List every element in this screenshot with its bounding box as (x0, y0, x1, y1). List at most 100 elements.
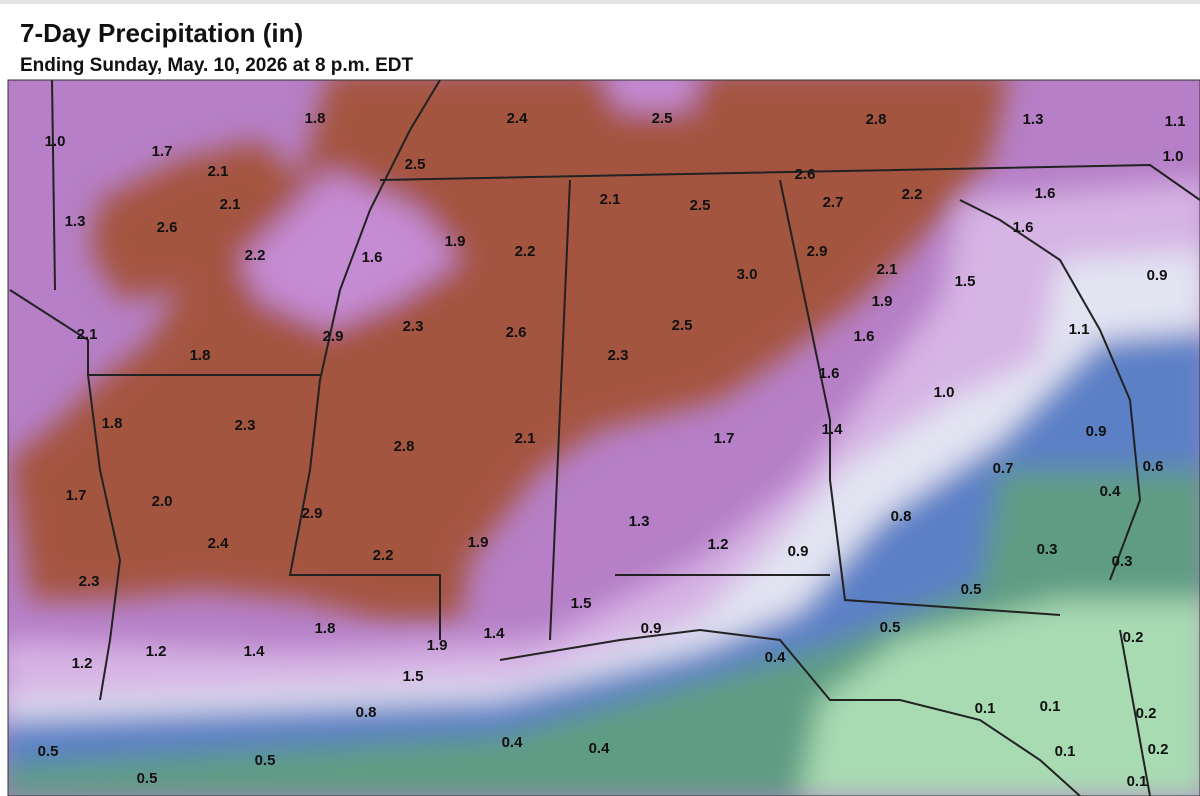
precip-label: 1.8 (305, 110, 326, 127)
border (9, 289, 320, 376)
precip-label: 2.7 (823, 194, 844, 211)
moderate-zone (240, 170, 460, 330)
precip-label: 1.6 (1035, 185, 1056, 202)
precip-label: 2.2 (373, 547, 394, 564)
precip-label: 1.3 (65, 213, 86, 230)
precip-label: 1.4 (244, 643, 266, 660)
precip-label: 0.6 (1143, 458, 1164, 475)
precip-label: 1.7 (66, 487, 87, 504)
moderate-zone (605, 80, 698, 110)
border (379, 163, 1200, 201)
precip-label: 0.4 (502, 734, 524, 751)
precip-label: 2.6 (795, 166, 816, 183)
precip-label: 1.8 (190, 347, 211, 364)
heavy-zone (10, 80, 1008, 620)
precip-label: 1.9 (427, 637, 448, 654)
precip-label: 1.0 (45, 133, 66, 150)
precip-label: 2.5 (405, 156, 426, 173)
top-bar (0, 0, 1200, 4)
border (779, 179, 1061, 616)
precip-label: 2.5 (672, 317, 693, 334)
precip-label: 2.6 (157, 219, 178, 236)
precip-label: 2.8 (866, 111, 887, 128)
precip-label: 1.6 (362, 249, 383, 266)
precip-label: 1.2 (708, 536, 729, 553)
precip-label: 0.4 (1100, 483, 1122, 500)
precip-label: 1.0 (1163, 148, 1184, 165)
precip-label: 0.5 (38, 743, 59, 760)
precip-label: 2.3 (403, 318, 424, 335)
border (51, 80, 56, 291)
precip-label: 2.5 (690, 197, 711, 214)
precip-label: 2.5 (652, 110, 673, 127)
precip-label: 2.1 (600, 191, 621, 208)
precip-label: 0.8 (356, 704, 377, 721)
precip-label: 2.1 (515, 430, 536, 447)
precip-label: 2.9 (302, 505, 323, 522)
precip-label: 2.6 (506, 324, 527, 341)
border (1119, 629, 1151, 796)
precip-label: 1.3 (1023, 111, 1044, 128)
shading (8, 80, 1200, 796)
precip-label: 0.7 (993, 460, 1014, 477)
precip-label: 2.9 (807, 243, 828, 260)
precip-label: 0.5 (880, 619, 901, 636)
precip-label: 0.9 (1147, 267, 1168, 284)
precip-label: 2.4 (208, 535, 230, 552)
precip-label: 0.3 (1037, 541, 1058, 558)
precip-label: 0.5 (961, 581, 982, 598)
precip-label: 1.2 (146, 643, 167, 660)
map-frame (7, 79, 1200, 796)
precip-label: 0.8 (891, 508, 912, 525)
precip-label: 1.1 (1069, 321, 1090, 338)
precip-label: 1.7 (714, 430, 735, 447)
precip-label: 1.4 (484, 625, 506, 642)
precip-label: 2.3 (608, 347, 629, 364)
border (959, 199, 1142, 581)
precip-label: 3.0 (737, 266, 758, 283)
precip-label: 0.9 (641, 620, 662, 637)
state-borders (9, 80, 1200, 796)
map-subtitle: Ending Sunday, May. 10, 2026 at 8 p.m. E… (20, 55, 414, 76)
precip-label: 0.1 (975, 700, 996, 717)
precip-label: 2.3 (235, 417, 256, 434)
precip-label: 0.5 (137, 770, 158, 787)
precip-label: 2.2 (902, 186, 923, 203)
precip-label: 0.1 (1127, 773, 1148, 790)
border (288, 80, 441, 640)
precip-label: 1.4 (822, 421, 844, 438)
precip-label: 1.6 (819, 365, 840, 382)
precip-label: 1.9 (468, 534, 489, 551)
precip-label: 0.2 (1148, 741, 1169, 758)
precip-label: 1.8 (102, 415, 123, 432)
precip-label: 0.2 (1123, 629, 1144, 646)
precip-label: 2.8 (394, 438, 415, 455)
precip-label: 2.1 (220, 196, 241, 213)
precip-label: 1.3 (629, 513, 650, 530)
precip-label: 1.2 (72, 655, 93, 672)
precip-label: 1.5 (955, 273, 976, 290)
border (87, 374, 122, 701)
precip-label: 1.5 (403, 668, 424, 685)
precip-label: 2.2 (245, 247, 266, 264)
precip-label: 1.5 (571, 595, 592, 612)
map-title: 7-Day Precipitation (in) (20, 18, 304, 48)
precip-label: 1.9 (445, 233, 466, 250)
precip-label: 0.1 (1040, 698, 1061, 715)
precip-label: 2.9 (323, 328, 344, 345)
precip-label: 1.8 (315, 620, 336, 637)
precip-label: 0.4 (765, 649, 787, 666)
precip-label: 2.1 (877, 261, 898, 278)
precip-label: 2.3 (79, 573, 100, 590)
precip-label: 2.0 (152, 493, 173, 510)
precip-label: 0.9 (1086, 423, 1107, 440)
precip-label: 2.2 (515, 243, 536, 260)
precip-label: 2.1 (77, 326, 98, 343)
precip-label: 1.6 (1013, 219, 1034, 236)
precip-label: 1.1 (1165, 113, 1186, 130)
precip-label: 2.4 (507, 110, 529, 127)
precip-label: 0.3 (1112, 553, 1133, 570)
precip-label: 0.9 (788, 543, 809, 560)
